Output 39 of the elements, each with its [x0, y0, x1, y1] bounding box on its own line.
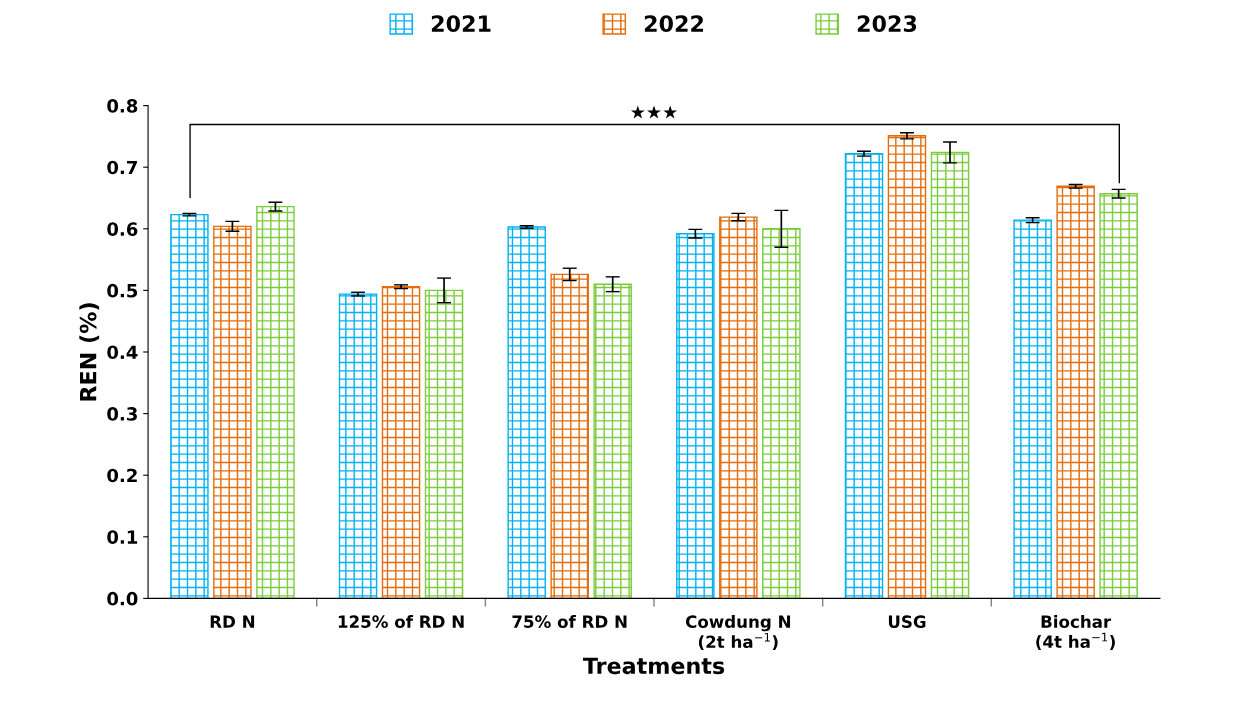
y-tick-label: 0.0	[107, 591, 138, 606]
bar	[1099, 192, 1138, 599]
x-tick-label: Biochar (4t ha$^{−1}$)	[1036, 615, 1115, 650]
legend-label: 2023	[857, 15, 917, 33]
bar	[719, 216, 758, 599]
y-axis-title: REN (%)	[79, 303, 100, 401]
y-tick-label: 0.1	[107, 530, 138, 544]
y-tick-label: 0.3	[107, 407, 137, 421]
bar	[170, 213, 209, 599]
x-tick-label: 75% of RD N	[512, 615, 627, 628]
bar	[256, 205, 295, 599]
bar	[762, 228, 801, 599]
bar	[507, 226, 546, 599]
annotation: ★★★	[630, 105, 678, 119]
y-tick-label: 0.6	[107, 222, 138, 236]
bar	[550, 273, 589, 599]
bar	[930, 151, 970, 599]
x-tick-label: USG	[888, 615, 926, 628]
bar	[338, 293, 378, 599]
x-tick-label: 125% of RD N	[338, 615, 464, 628]
y-tick-label: 0.7	[107, 160, 137, 175]
y-tick-label: 0.8	[107, 99, 138, 113]
bar	[844, 152, 884, 599]
bar	[676, 233, 715, 599]
bar	[887, 135, 927, 599]
legend-label: 2021	[431, 15, 491, 33]
x-tick-label: Cowdung N (2t ha$^{−1}$)	[685, 615, 791, 651]
y-tick-label: 0.5	[107, 283, 138, 298]
bar	[1056, 185, 1095, 599]
bar	[1013, 219, 1052, 599]
bar	[213, 225, 252, 599]
y-tick-label: 0.2	[107, 468, 137, 483]
legend-label: 2022	[644, 15, 704, 33]
bar	[381, 286, 421, 599]
bar	[593, 283, 632, 599]
bar	[424, 289, 464, 599]
x-axis-title: Treatments	[583, 657, 725, 675]
x-tick-label: RD N	[210, 615, 255, 628]
y-tick-label: 0.4	[107, 345, 138, 360]
